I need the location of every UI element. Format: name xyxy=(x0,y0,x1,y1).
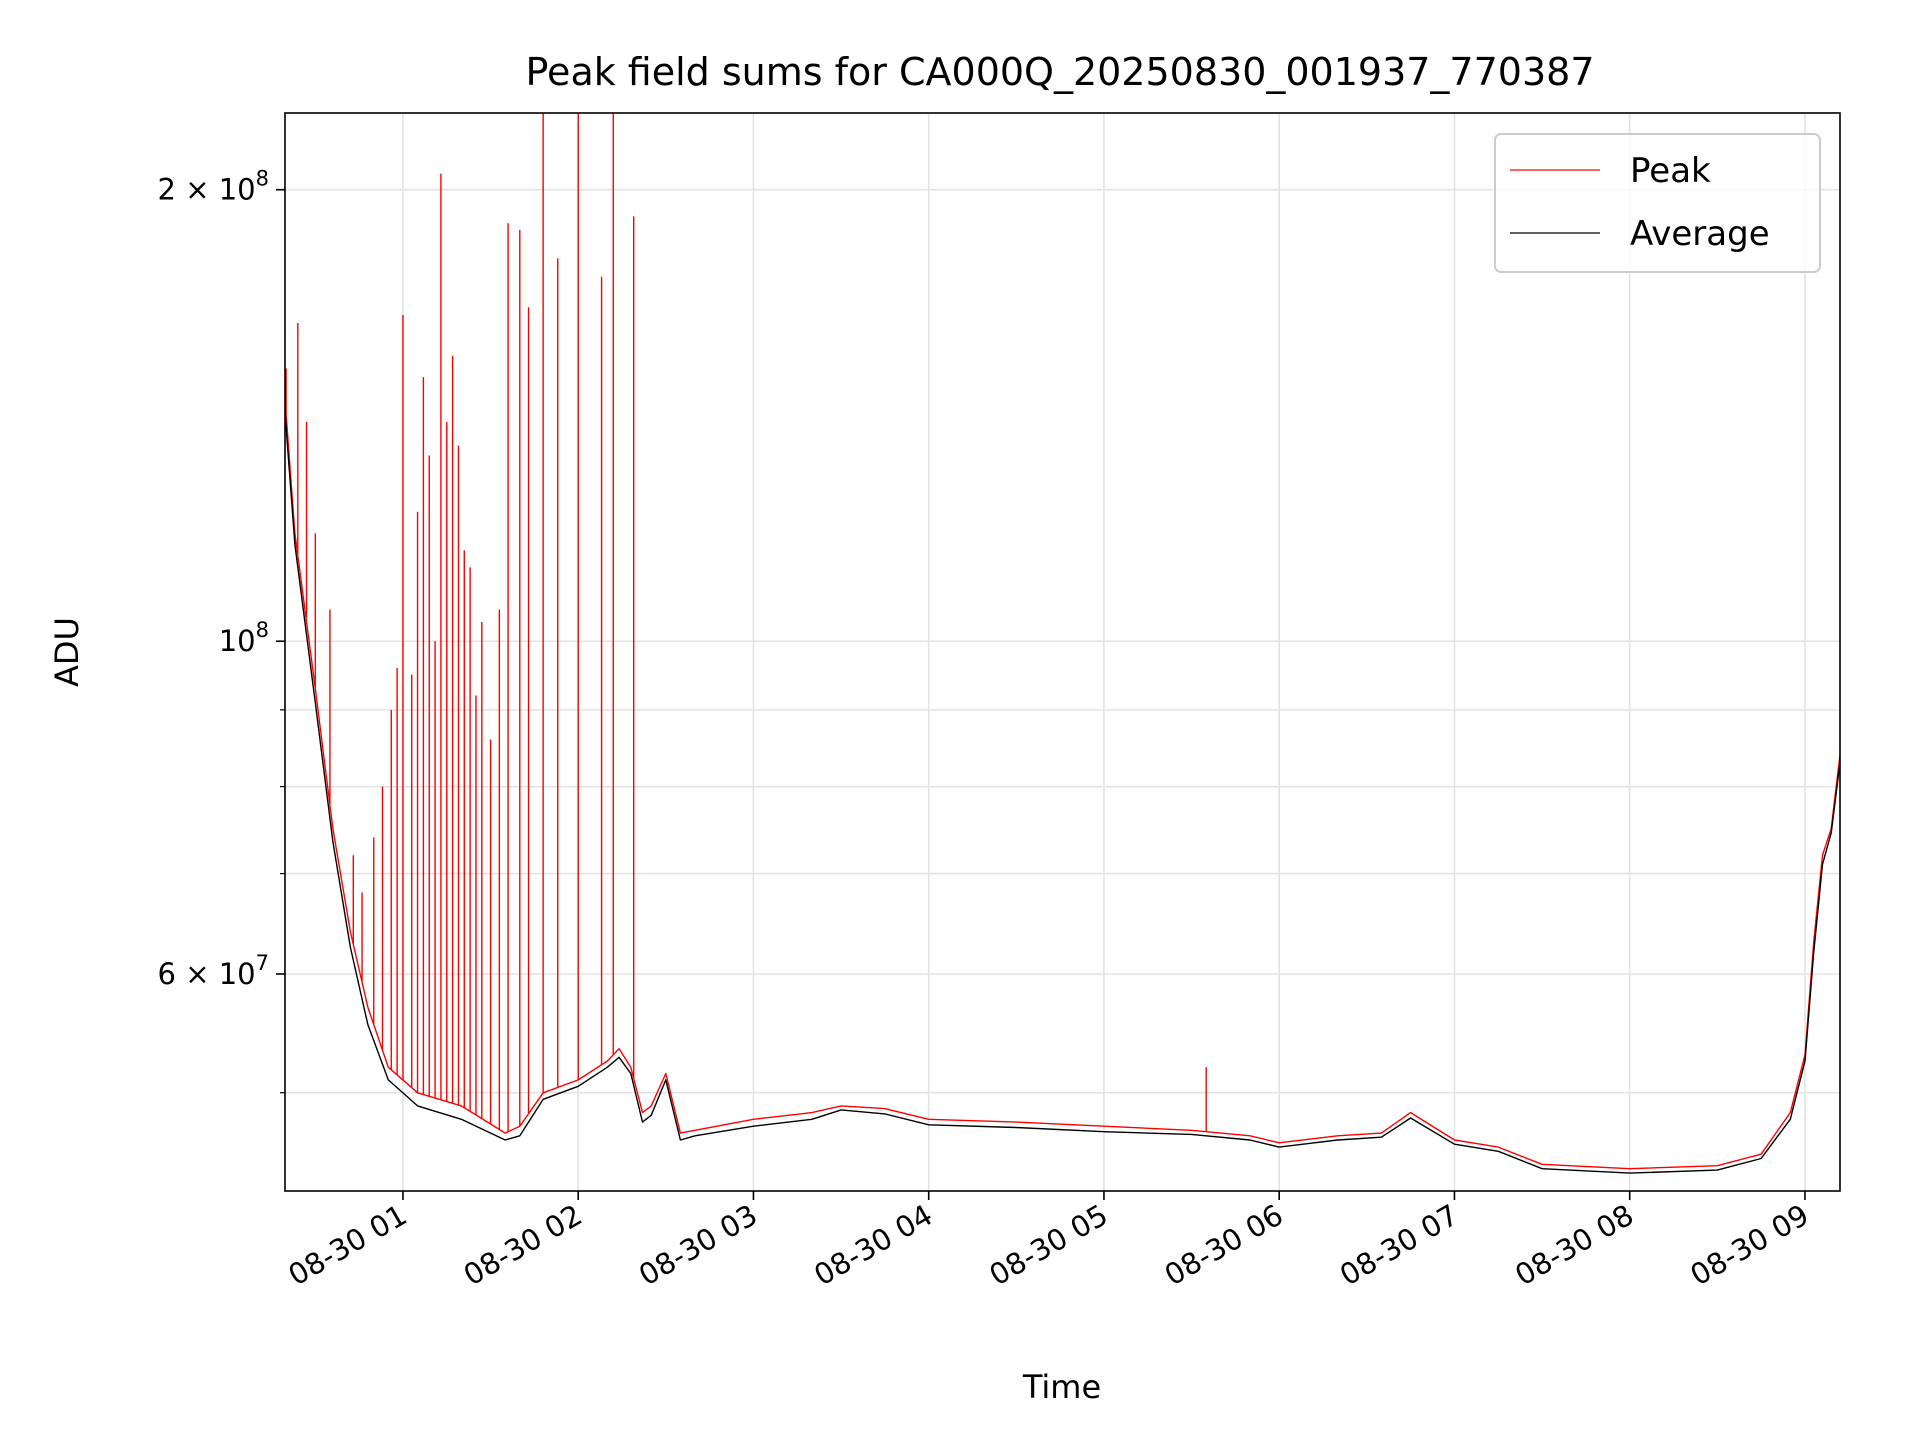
x-axis-label: Time xyxy=(1022,1368,1101,1406)
legend-label-average: Average xyxy=(1630,214,1770,254)
y-tick-label: 6 × 107 xyxy=(158,951,269,991)
peak-series-line xyxy=(285,399,1840,1170)
legend-box xyxy=(1494,133,1821,273)
legend-label-peak: Peak xyxy=(1630,151,1711,191)
grid xyxy=(285,113,1840,1191)
plot-frame xyxy=(284,112,1841,1192)
y-axis-label: ADU xyxy=(48,617,86,687)
chart-title: Peak field sums for CA000Q_20250830_0019… xyxy=(526,50,1595,94)
average-series-line xyxy=(285,412,1840,1174)
series-layer xyxy=(285,113,1840,1174)
y-tick-label: 2 × 108 xyxy=(158,167,269,207)
legend: Peak Average xyxy=(1494,133,1821,273)
y-tick-label: 108 xyxy=(219,618,269,658)
